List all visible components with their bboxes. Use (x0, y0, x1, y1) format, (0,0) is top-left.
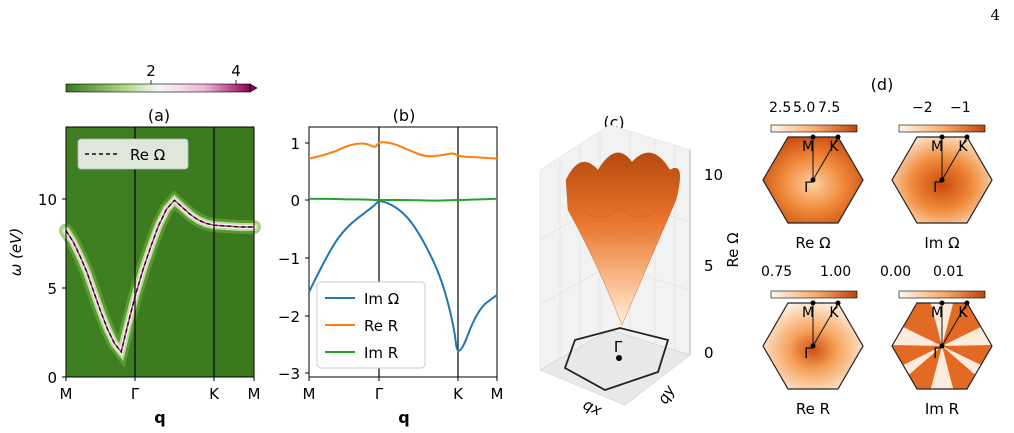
map-im-omega: −2 −1 M K Γ Im Ω (891, 100, 993, 252)
map-re-r: 0.75 1.00 M K Γ Re R (761, 264, 864, 418)
cbar-re-omega-ticks: 2.5 5.0 7.5 (769, 100, 840, 116)
x-tick-b-k: K (453, 385, 464, 403)
x-tick-a-gamma: Γ (131, 385, 140, 403)
gamma-label-c: Γ (614, 338, 623, 356)
colorbar-a-arrow (249, 83, 258, 93)
z-tick-5: 5 (704, 257, 714, 275)
title-b: (b) (393, 106, 416, 125)
y-tick-a-5: 5 (47, 280, 57, 298)
legend-b-im-omega: Im Ω (364, 290, 399, 308)
gamma-point-c (616, 355, 622, 361)
y-axis-a: 0 5 10 ω (eV) (7, 191, 66, 387)
map-label-im-r: Im R (925, 400, 959, 418)
label-k-3: K (829, 305, 839, 321)
x-tick-b-gamma: Γ (375, 385, 384, 403)
y-tick-a-0: 0 (47, 369, 57, 387)
colorbar-a (65, 83, 251, 93)
y-tick-b-m3: −3 (278, 365, 300, 383)
cbar-im-omega-tick-1: −2 (912, 100, 933, 116)
map-label-im-omega: Im Ω (924, 234, 959, 252)
label-gamma-3: Γ (804, 346, 812, 362)
label-gamma-4: Γ (933, 346, 941, 362)
legend-b-im-r: Im R (364, 344, 398, 362)
y-axis-b: 1 0 −1 −2 −3 (278, 135, 309, 383)
panel-b: (b) 1 0 −1 −2 −3 M Γ K M q (278, 106, 504, 427)
title-d: (d) (871, 75, 894, 94)
x-tick-b-m1: M (303, 385, 316, 403)
label-k-1: K (829, 139, 839, 155)
colorbar-a-tick-1: 2 (146, 62, 156, 80)
series-im-omega (308, 200, 498, 352)
label-k-4: K (958, 305, 968, 321)
x-label-c: qx (580, 395, 604, 419)
colorbar-a-tick-2: 4 (231, 62, 241, 80)
cbar-re-r-tick-2: 1.00 (820, 264, 851, 280)
series-im-r (308, 197, 498, 202)
x-label-b: q (398, 408, 409, 427)
legend-b-re-r: Re R (364, 317, 398, 335)
cbar-im-r-tick-1: 0.00 (880, 264, 911, 280)
panel-c: (c) Γ 10 5 0 Re Ω (539, 113, 742, 419)
x-axis-b: M Γ K M q (303, 377, 504, 427)
series-re-omega (65, 199, 254, 354)
label-m-4: M (931, 305, 943, 321)
cbar-re-omega-tick-2: 5.0 (793, 100, 815, 116)
bz-hexagon-c (563, 327, 670, 391)
label-gamma-2: Γ (933, 180, 941, 196)
panel-d: (d) 2.5 5.0 7.5 M K Γ Re Ω −2 −1 (761, 75, 993, 418)
legend-b: Im Ω Re R Im R (316, 281, 426, 369)
map-im-r: 0.00 0.01 M K Γ Im R (880, 264, 993, 418)
cbar-re-omega-tick-3: 7.5 (818, 100, 840, 116)
x-tick-b-m2: M (491, 385, 504, 403)
cbar-im-omega-tick-2: −1 (950, 100, 971, 116)
y-tick-b-m2: −2 (278, 308, 300, 326)
y-tick-a-10: 10 (38, 191, 57, 209)
map-label-re-omega: Re Ω (795, 234, 830, 252)
map-re-omega: 2.5 5.0 7.5 M K Γ Re Ω (762, 100, 864, 252)
y-tick-b-1: 1 (290, 135, 300, 153)
map-label-re-r: Re R (796, 400, 830, 418)
z-tick-0: 0 (704, 344, 714, 362)
svg-text:0.751.00: 0.75 1.00 (761, 264, 851, 280)
svg-text:−2−1: −2 −1 (912, 100, 971, 116)
surface (565, 152, 681, 326)
y-tick-b-0: 0 (290, 192, 300, 210)
cbar-im-r-tick-2: 0.01 (933, 264, 964, 280)
label-m-3: M (802, 305, 814, 321)
series-re-r (308, 141, 498, 160)
x-tick-a-k: K (209, 385, 220, 403)
y-tick-b-m1: −1 (278, 250, 300, 268)
y-label-c: qy (654, 381, 679, 407)
x-tick-a-m2: M (248, 385, 261, 403)
svg-text:0.000.01: 0.00 0.01 (880, 264, 964, 280)
cbar-re-r-tick-1: 0.75 (761, 264, 792, 280)
label-m-2: M (931, 139, 943, 155)
legend-a (77, 138, 189, 170)
panel-a: 2 4 (a) Re Ω 0 5 10 ω (eV) (7, 62, 261, 427)
cbar-re-omega-tick-1: 2.5 (769, 100, 791, 116)
page-number: 4 (990, 6, 1000, 24)
y-label-a: ω (eV) (7, 228, 25, 277)
legend-a-label: Re Ω (130, 146, 165, 164)
x-tick-a-m1: M (60, 385, 73, 403)
label-k-2: K (958, 139, 968, 155)
title-a: (a) (148, 106, 170, 125)
label-gamma-1: Γ (804, 180, 812, 196)
z-axis-c: 10 5 0 Re Ω (689, 150, 742, 362)
label-m-1: M (802, 139, 814, 155)
x-label-a: q (154, 408, 165, 427)
z-tick-10: 10 (704, 166, 723, 184)
x-axis-a: M Γ K M q (60, 377, 261, 427)
z-label-c: Re Ω (724, 232, 742, 267)
